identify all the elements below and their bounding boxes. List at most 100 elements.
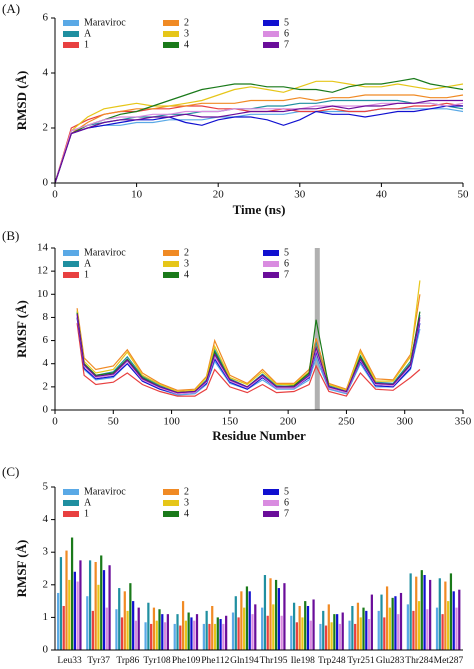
bar — [219, 619, 222, 650]
legend-swatch — [163, 261, 179, 267]
bar — [274, 579, 278, 650]
bar — [144, 622, 147, 650]
bar — [359, 617, 362, 650]
bar — [458, 589, 461, 650]
y-tick-label: 0 — [43, 644, 49, 656]
legend-label: 4 — [184, 269, 189, 280]
series-line — [54, 77, 464, 184]
bar — [184, 620, 187, 650]
x-tick-label: 50 — [108, 416, 120, 428]
bar — [65, 550, 68, 650]
bar — [324, 625, 328, 650]
bar — [261, 607, 264, 650]
bar — [120, 617, 124, 650]
y-tick-label: 4 — [43, 357, 49, 369]
legend-swatch — [63, 500, 79, 506]
legend-label: 6 — [284, 258, 289, 269]
legend-label: 7 — [284, 39, 289, 50]
bar — [388, 607, 391, 650]
bar — [319, 623, 322, 650]
bar — [211, 605, 214, 650]
bar — [415, 576, 418, 650]
bar — [166, 614, 169, 650]
x-axis-title: Residue Number — [212, 428, 306, 443]
panel-label: (B) — [2, 228, 19, 243]
x-tick-label: 100 — [163, 416, 180, 428]
legend-label: 1 — [84, 269, 89, 280]
legend-label: 4 — [184, 39, 189, 50]
bar — [438, 578, 441, 650]
bar — [391, 597, 394, 650]
series-line — [76, 294, 421, 391]
legend-label: 3 — [184, 497, 189, 508]
bar — [155, 620, 158, 650]
x-axis-title: Time (ns) — [233, 202, 286, 217]
series-line — [54, 105, 463, 184]
panel-label: (A) — [2, 1, 20, 16]
bar — [290, 615, 293, 650]
legend-label: 4 — [184, 508, 189, 519]
bar — [280, 615, 283, 650]
bar — [152, 607, 156, 650]
y-axis-title: RMSF (Å) — [14, 540, 29, 598]
bar — [94, 561, 97, 650]
series-line — [76, 323, 421, 397]
bar — [409, 573, 412, 650]
bar — [383, 617, 386, 650]
legend-label: 1 — [84, 508, 89, 519]
legend-swatch — [163, 20, 179, 26]
bar — [179, 625, 182, 650]
bar — [426, 609, 429, 650]
series-line — [76, 313, 421, 394]
bar — [444, 581, 447, 650]
bar — [150, 623, 153, 650]
legend-label: 6 — [284, 28, 289, 39]
bar — [147, 602, 150, 650]
bar — [205, 610, 208, 650]
bar — [354, 623, 357, 650]
bar — [351, 605, 354, 650]
bar — [68, 579, 71, 650]
bar — [338, 623, 342, 650]
bar — [88, 560, 92, 650]
bar — [195, 614, 199, 650]
bar — [399, 592, 403, 650]
series-line — [54, 99, 463, 184]
legend-swatch — [263, 489, 279, 495]
legend-swatch — [163, 272, 179, 278]
bar — [126, 610, 129, 650]
bar — [412, 610, 415, 650]
legend-swatch — [63, 272, 79, 278]
legend-label: 7 — [284, 269, 289, 280]
series-line — [54, 80, 464, 184]
bar — [333, 614, 336, 650]
bar — [295, 622, 298, 650]
legend-label: 3 — [184, 258, 189, 269]
bar — [237, 617, 240, 650]
bar — [137, 607, 140, 650]
legend-swatch — [263, 511, 279, 517]
x-tick-label: Phe112 — [201, 656, 229, 666]
x-tick-label: 20 — [213, 189, 225, 201]
y-tick-label: 2 — [43, 122, 49, 134]
bar — [176, 614, 179, 650]
panel-label: (C) — [2, 464, 19, 479]
bar — [216, 617, 219, 650]
bar — [187, 612, 190, 650]
legend-swatch — [163, 511, 179, 517]
bar — [193, 620, 196, 650]
bar — [97, 584, 100, 650]
legend-label: Maraviroc — [84, 247, 126, 258]
bar — [57, 592, 60, 650]
legend-swatch — [163, 489, 179, 495]
legend-label: 1 — [84, 39, 89, 50]
bar — [123, 591, 126, 650]
bar — [292, 602, 296, 650]
legend-swatch — [163, 42, 179, 48]
bar — [385, 586, 389, 650]
legend-swatch — [63, 250, 79, 256]
legend-label: Maraviroc — [84, 486, 126, 497]
